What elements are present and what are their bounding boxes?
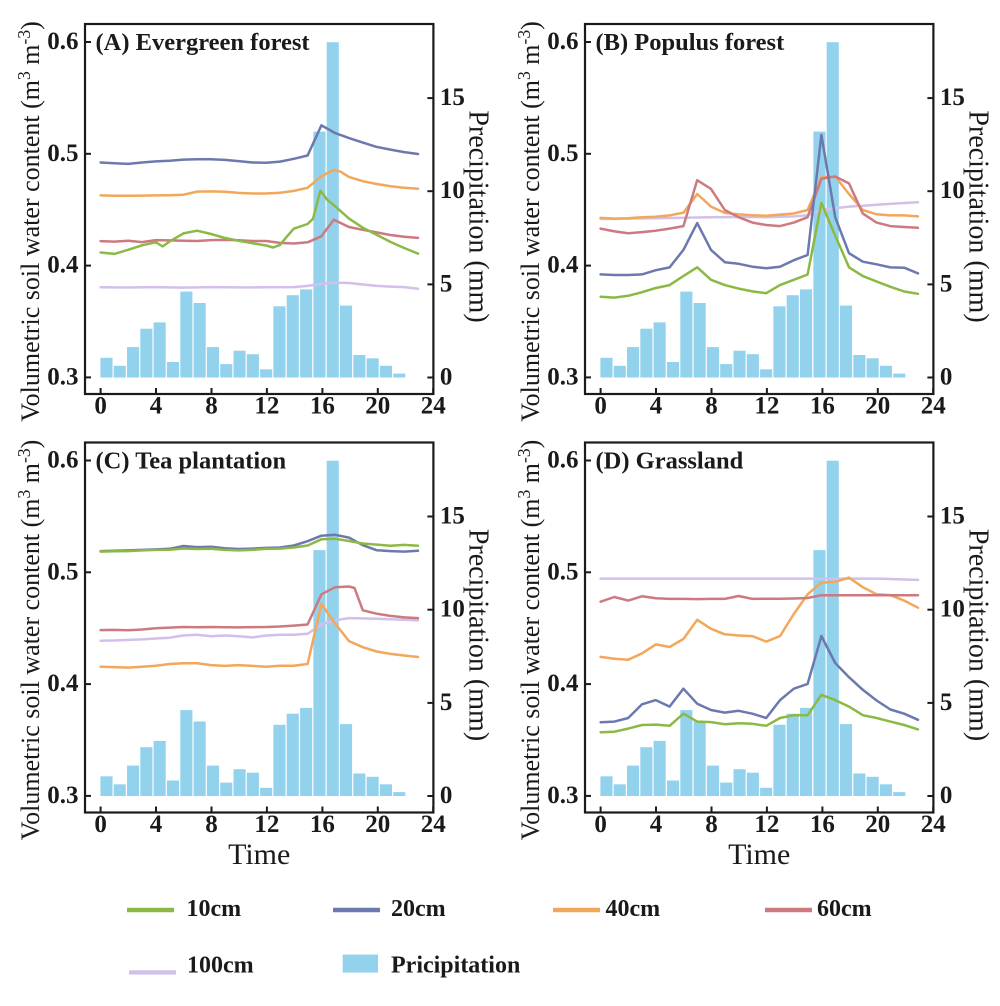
svg-text:16: 16 (310, 811, 335, 838)
svg-text:0.5: 0.5 (47, 558, 78, 585)
svg-text:(D) Grassland: (D) Grassland (596, 448, 744, 475)
svg-text:4: 4 (650, 392, 663, 419)
svg-text:10: 10 (940, 596, 965, 623)
svg-text:10: 10 (440, 177, 465, 204)
svg-text:5: 5 (440, 689, 453, 716)
svg-text:0.3: 0.3 (47, 782, 78, 809)
svg-text:0.4: 0.4 (47, 252, 79, 279)
svg-text:0: 0 (594, 392, 607, 419)
svg-text:0: 0 (94, 811, 107, 838)
svg-text:0.4: 0.4 (547, 670, 579, 697)
svg-text:Precipitation (mm): Precipitation (mm) (463, 529, 494, 741)
svg-text:Volumetric soil water content: Volumetric soil water content (m3 m-3) (14, 21, 45, 422)
svg-text:0: 0 (440, 782, 453, 809)
svg-text:5: 5 (940, 689, 953, 716)
svg-text:8: 8 (205, 811, 218, 838)
svg-text:60cm: 60cm (817, 896, 872, 922)
svg-text:(C) Tea plantation: (C) Tea plantation (96, 448, 287, 475)
svg-text:(B) Populus forest: (B) Populus forest (596, 29, 786, 56)
svg-text:0.4: 0.4 (47, 670, 79, 697)
svg-text:24: 24 (421, 811, 447, 838)
svg-text:0.3: 0.3 (547, 782, 578, 809)
svg-text:0.5: 0.5 (547, 140, 578, 167)
svg-text:4: 4 (150, 392, 163, 419)
svg-text:12: 12 (254, 811, 279, 838)
svg-text:4: 4 (150, 811, 163, 838)
svg-text:4: 4 (650, 811, 663, 838)
svg-text:10: 10 (440, 596, 465, 623)
svg-text:0: 0 (440, 364, 453, 391)
svg-text:(A) Evergreen forest: (A) Evergreen forest (96, 29, 311, 56)
svg-text:5: 5 (940, 270, 953, 297)
svg-text:16: 16 (810, 392, 835, 419)
svg-text:Volumetric soil water content: Volumetric soil water content (m3 m-3) (514, 21, 545, 422)
svg-text:12: 12 (754, 392, 779, 419)
svg-text:15: 15 (440, 84, 465, 111)
svg-text:24: 24 (421, 392, 447, 419)
svg-text:Volumetric soil water content: Volumetric soil water content (m3 m-3) (14, 440, 45, 841)
svg-text:Time: Time (728, 838, 790, 871)
svg-text:12: 12 (754, 811, 779, 838)
svg-text:0: 0 (940, 782, 953, 809)
svg-text:Precipitation (mm): Precipitation (mm) (963, 110, 994, 322)
svg-text:10: 10 (940, 177, 965, 204)
svg-text:0.3: 0.3 (47, 363, 78, 390)
svg-text:Time: Time (228, 838, 290, 871)
svg-text:100cm: 100cm (187, 953, 254, 979)
svg-text:24: 24 (921, 392, 947, 419)
svg-text:20: 20 (865, 392, 890, 419)
svg-text:10cm: 10cm (187, 896, 242, 922)
svg-text:20: 20 (365, 392, 390, 419)
svg-text:0.6: 0.6 (547, 447, 578, 474)
svg-text:0: 0 (94, 392, 107, 419)
svg-text:20: 20 (865, 811, 890, 838)
svg-text:8: 8 (705, 811, 718, 838)
svg-text:0: 0 (940, 364, 953, 391)
svg-text:Pricipitation: Pricipitation (391, 953, 520, 979)
svg-text:40cm: 40cm (606, 896, 661, 922)
svg-text:24: 24 (921, 811, 947, 838)
svg-text:Precipitation (mm): Precipitation (mm) (463, 110, 494, 322)
svg-text:Precipitation (mm): Precipitation (mm) (963, 529, 994, 741)
svg-text:15: 15 (940, 503, 965, 530)
svg-text:0.6: 0.6 (547, 28, 578, 55)
svg-text:16: 16 (810, 811, 835, 838)
svg-text:16: 16 (310, 392, 335, 419)
svg-text:15: 15 (440, 503, 465, 530)
svg-text:0: 0 (594, 811, 607, 838)
svg-text:8: 8 (705, 392, 718, 419)
svg-text:0.3: 0.3 (547, 363, 578, 390)
svg-text:8: 8 (205, 392, 218, 419)
svg-text:0.4: 0.4 (547, 252, 579, 279)
svg-text:0.5: 0.5 (547, 558, 578, 585)
svg-text:Volumetric soil water content: Volumetric soil water content (m3 m-3) (514, 440, 545, 841)
svg-text:20: 20 (365, 811, 390, 838)
svg-text:20cm: 20cm (391, 896, 446, 922)
svg-text:12: 12 (254, 392, 279, 419)
svg-text:5: 5 (440, 270, 453, 297)
svg-text:0.5: 0.5 (47, 140, 78, 167)
svg-text:0.6: 0.6 (47, 447, 78, 474)
svg-text:0.6: 0.6 (47, 28, 78, 55)
svg-text:15: 15 (940, 84, 965, 111)
